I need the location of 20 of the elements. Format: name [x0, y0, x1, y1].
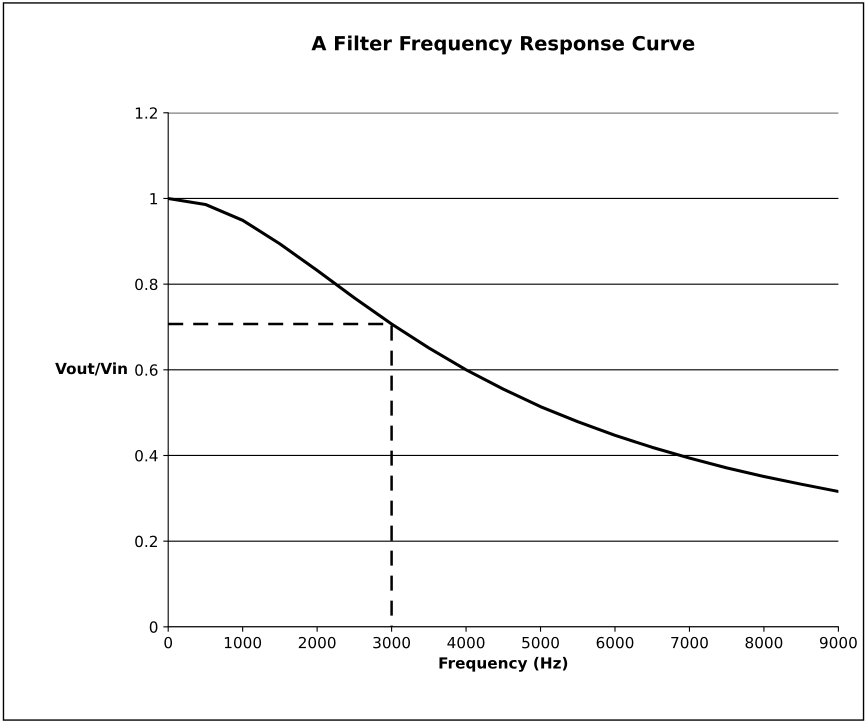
x-tick-label: 6000 [596, 636, 634, 648]
x-tick-label: 4000 [447, 636, 484, 648]
y-tick-label: 0 [150, 621, 158, 633]
x-tick-label: 8000 [746, 636, 782, 648]
x-axis-title: Frequency (Hz) [440, 656, 568, 672]
y-tick-label: 0.6 [135, 364, 158, 376]
x-tick-label: 0 [164, 636, 172, 648]
y-tick-label: 0.4 [135, 450, 158, 462]
chart-title: A Filter Frequency Response Curve [311, 36, 694, 54]
x-tick-label: 5000 [522, 636, 559, 648]
x-tick-label: 2000 [298, 636, 336, 648]
x-tick-label: 1000 [224, 636, 262, 648]
y-axis-title: Vout/Vin [55, 362, 127, 376]
y-tick-label: 0.8 [135, 278, 158, 290]
y-tick-label: 1.2 [136, 107, 157, 119]
y-tick-label: 0.2 [135, 536, 157, 548]
y-tick-label: 1 [150, 193, 158, 204]
x-tick-label: 7000 [671, 636, 708, 648]
x-tick-label: 3000 [373, 636, 410, 648]
x-tick-label: 9000 [820, 636, 857, 648]
